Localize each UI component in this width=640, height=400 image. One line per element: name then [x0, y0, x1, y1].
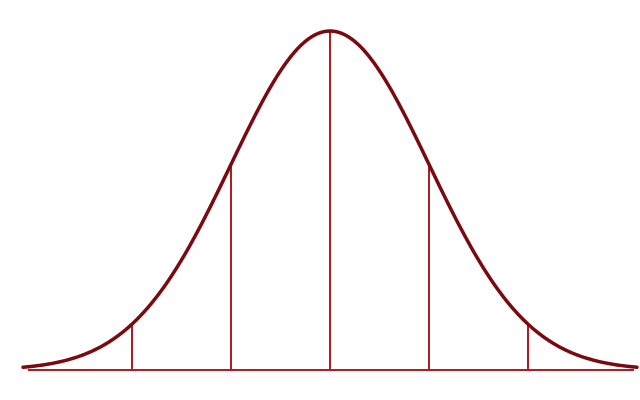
chart-marks — [23, 31, 637, 370]
